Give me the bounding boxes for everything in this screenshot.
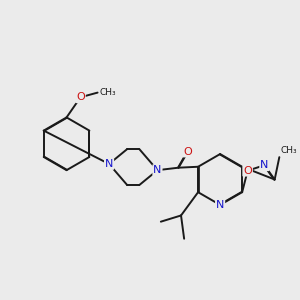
Text: N: N xyxy=(216,200,224,210)
Text: N: N xyxy=(153,165,162,175)
Text: O: O xyxy=(76,92,85,102)
Text: N: N xyxy=(105,159,113,169)
Text: O: O xyxy=(184,147,192,157)
Text: CH₃: CH₃ xyxy=(100,88,116,97)
Text: CH₃: CH₃ xyxy=(281,146,298,155)
Text: N: N xyxy=(260,160,269,170)
Text: O: O xyxy=(243,166,252,176)
